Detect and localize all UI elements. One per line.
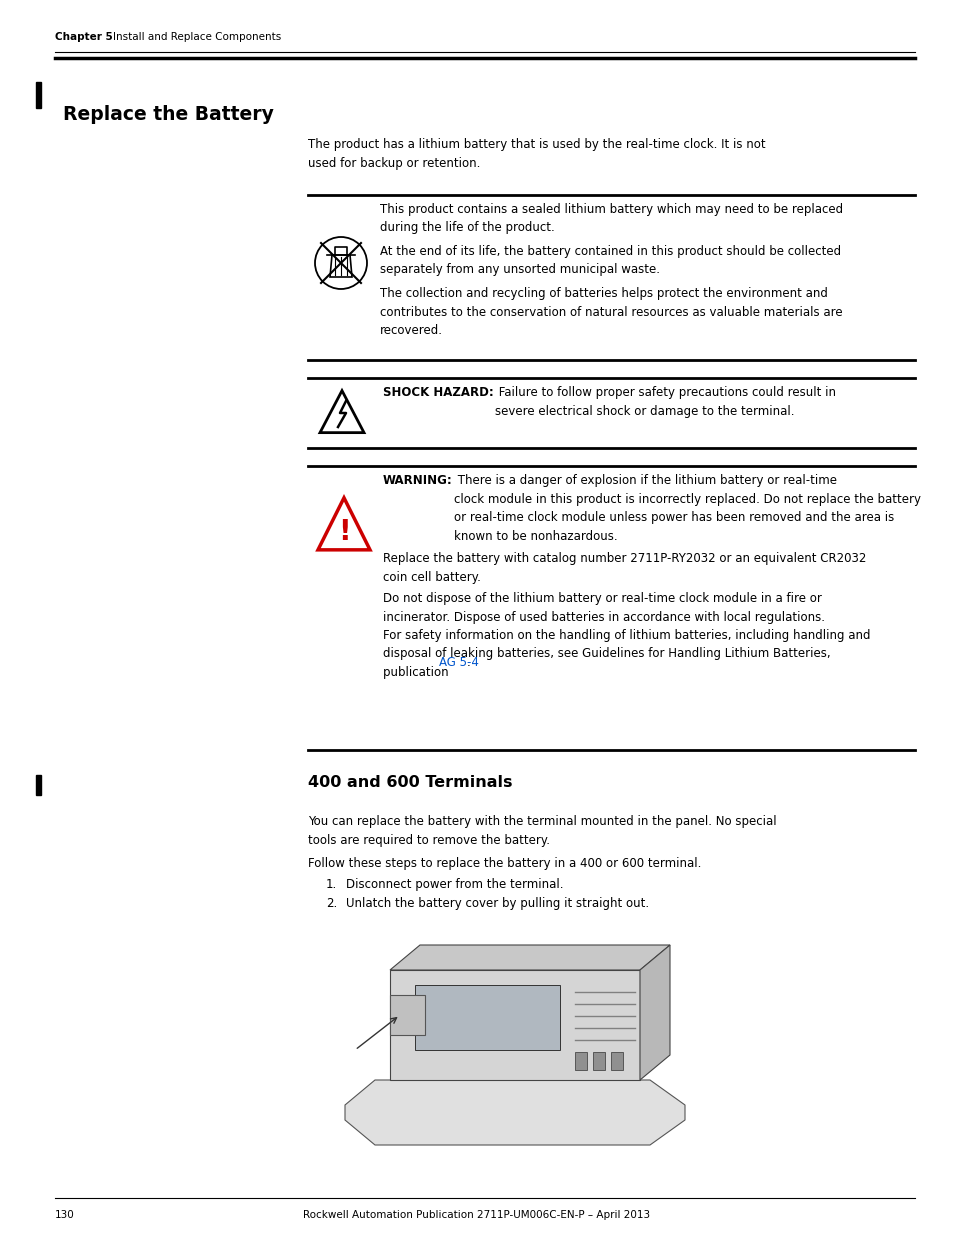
- Text: Do not dispose of the lithium battery or real-time clock module in a fire or
inc: Do not dispose of the lithium battery or…: [382, 592, 824, 624]
- Text: You can replace the battery with the terminal mounted in the panel. No special
t: You can replace the battery with the ter…: [308, 815, 776, 847]
- Text: The collection and recycling of batteries helps protect the environment and
cont: The collection and recycling of batterie…: [379, 287, 841, 337]
- Text: The product has a lithium battery that is used by the real-time clock. It is not: The product has a lithium battery that i…: [308, 138, 765, 170]
- Polygon shape: [390, 945, 669, 969]
- Text: There is a danger of explosion if the lithium battery or real-time
clock module : There is a danger of explosion if the li…: [454, 474, 920, 542]
- Polygon shape: [390, 995, 424, 1035]
- Polygon shape: [415, 986, 559, 1050]
- Text: This product contains a sealed lithium battery which may need to be replaced
dur: This product contains a sealed lithium b…: [379, 203, 842, 235]
- Text: 1.: 1.: [326, 878, 337, 890]
- Text: 400 and 600 Terminals: 400 and 600 Terminals: [308, 776, 512, 790]
- Bar: [610, 1052, 622, 1070]
- Polygon shape: [390, 969, 639, 1079]
- Bar: [575, 1052, 586, 1070]
- Bar: [36, 82, 41, 107]
- Text: At the end of its life, the battery contained in this product should be collecte: At the end of its life, the battery cont…: [379, 245, 841, 277]
- Text: !: !: [337, 517, 350, 546]
- Text: Replace the Battery: Replace the Battery: [63, 105, 274, 124]
- Text: 130: 130: [55, 1210, 74, 1220]
- Text: .: .: [467, 656, 470, 669]
- Text: Rockwell Automation Publication 2711P-UM006C-EN-P – April 2013: Rockwell Automation Publication 2711P-UM…: [303, 1210, 650, 1220]
- Polygon shape: [345, 1079, 684, 1145]
- Text: Install and Replace Components: Install and Replace Components: [112, 32, 281, 42]
- Text: Follow these steps to replace the battery in a 400 or 600 terminal.: Follow these steps to replace the batter…: [308, 857, 700, 869]
- Polygon shape: [639, 945, 669, 1079]
- Bar: [36, 776, 41, 795]
- Text: Failure to follow proper safety precautions could result in
severe electrical sh: Failure to follow proper safety precauti…: [495, 387, 835, 417]
- Text: 2.: 2.: [326, 897, 337, 910]
- Text: Replace the battery with catalog number 2711P-RY2032 or an equivalent CR2032
coi: Replace the battery with catalog number …: [382, 552, 865, 583]
- Text: Disconnect power from the terminal.: Disconnect power from the terminal.: [346, 878, 563, 890]
- Bar: [593, 1052, 604, 1070]
- Text: AG 5-4: AG 5-4: [438, 656, 478, 669]
- Text: Unlatch the battery cover by pulling it straight out.: Unlatch the battery cover by pulling it …: [346, 897, 648, 910]
- Text: Chapter 5: Chapter 5: [55, 32, 112, 42]
- Text: For safety information on the handling of lithium batteries, including handling : For safety information on the handling o…: [382, 629, 869, 679]
- Text: SHOCK HAZARD:: SHOCK HAZARD:: [382, 387, 494, 399]
- Text: WARNING:: WARNING:: [382, 474, 453, 487]
